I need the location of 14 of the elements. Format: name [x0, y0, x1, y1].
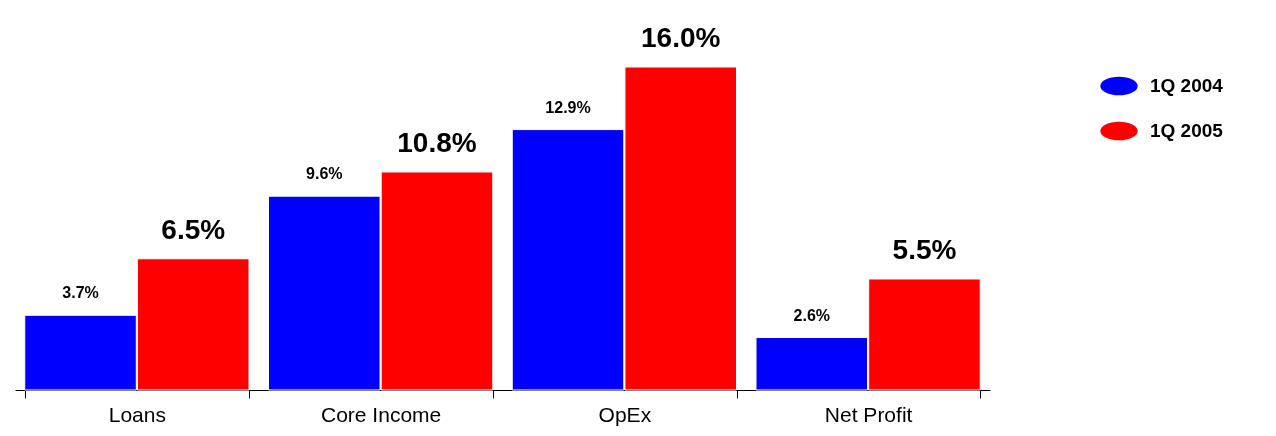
data-label: 3.7%	[62, 284, 99, 302]
data-label: 10.8%	[397, 126, 477, 158]
data-label: 12.9%	[545, 98, 591, 116]
x-tick-label: Net Profit	[824, 402, 913, 426]
x-tick-label: Loans	[108, 402, 166, 426]
legend-label: 1Q 2004	[1150, 75, 1224, 96]
legend-label: 1Q 2005	[1150, 120, 1224, 141]
x-tick-label: Core Income	[321, 402, 442, 426]
x-tick-label: OpEx	[598, 402, 652, 426]
data-label: 9.6%	[306, 165, 343, 183]
data-label: 6.5%	[161, 213, 226, 245]
data-label: 2.6%	[793, 306, 831, 324]
data-label: 5.5%	[892, 233, 957, 265]
data-label: 16.0%	[641, 22, 721, 53]
